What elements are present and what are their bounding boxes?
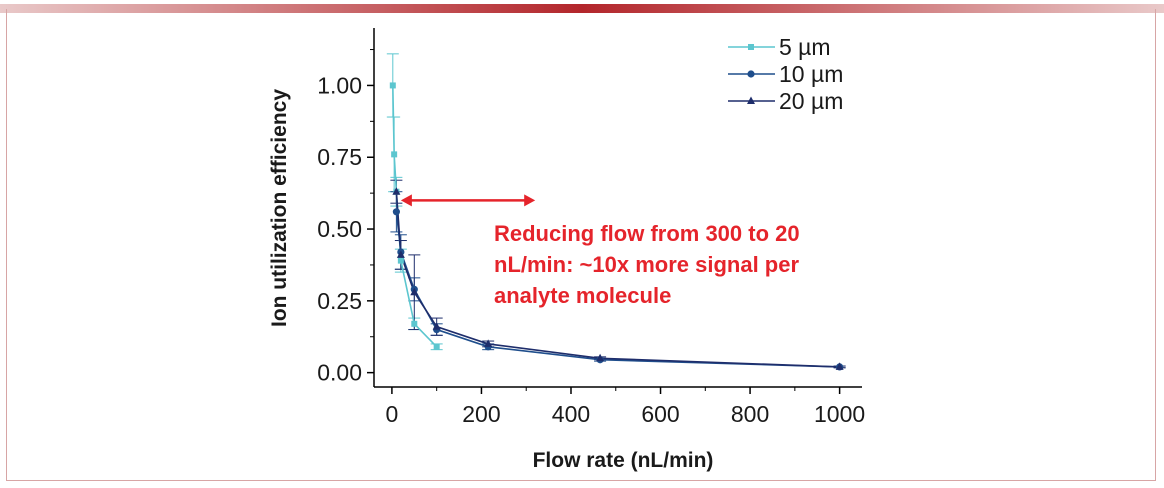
- data-point: [835, 362, 844, 370]
- legend-marker: [747, 70, 755, 78]
- x-tick-label: 200: [462, 401, 500, 427]
- legend-marker: [747, 96, 755, 104]
- error-bars: [386, 53, 846, 369]
- data-point: [396, 250, 405, 258]
- data-point: [596, 353, 605, 362]
- x-tick-label: 1000: [814, 401, 865, 427]
- y-tick-label: 1.00: [317, 72, 362, 98]
- legend-label: 5 µm: [779, 34, 831, 60]
- arrow-right-head: [524, 194, 536, 207]
- data-point: [391, 151, 398, 158]
- legend-marker: [748, 44, 754, 50]
- data-point: [392, 187, 401, 195]
- ticks: 0 200 400 600 800 1000 0.00 0.25 0.50 0.75 1.00: [317, 49, 865, 427]
- legend-label: 20 µm: [779, 88, 843, 114]
- annotation: Reducing flow from 300 to 20 nL/min: ~10x…: [400, 194, 800, 308]
- annotation-text-line: Reducing flow from 300 to 20: [494, 221, 800, 246]
- legend-label: 10 µm: [779, 61, 843, 87]
- y-tick-label: 0.50: [317, 216, 362, 242]
- y-tick-label: 0.00: [317, 360, 362, 386]
- data-point: [432, 322, 441, 330]
- data-point: [392, 208, 400, 216]
- y-tick-label: 0.75: [317, 144, 362, 170]
- data-point: [389, 82, 396, 89]
- x-tick-label: 0: [386, 401, 399, 427]
- axes: [373, 28, 862, 388]
- x-tick-label: 600: [641, 401, 679, 427]
- series-line: [395, 191, 840, 368]
- figure-frame: [6, 9, 1156, 481]
- x-tick-label: 400: [552, 401, 590, 427]
- x-axis-label: Flow rate (nL/min): [533, 449, 714, 472]
- data-point: [397, 257, 404, 264]
- y-axis-label: Ion utilization efficiency: [268, 89, 291, 327]
- data-point: [411, 320, 418, 327]
- annotation-text-line: analyte molecule: [494, 283, 671, 308]
- y-tick-label: 0.25: [317, 288, 362, 314]
- top-accent-bar: [0, 0, 1164, 13]
- data-point: [410, 287, 419, 296]
- data-point: [433, 343, 440, 350]
- annotation-text-line: nL/min: ~10x more signal per: [494, 252, 799, 277]
- x-tick-label: 800: [731, 401, 769, 427]
- data-point: [484, 339, 493, 347]
- series-markers: [389, 82, 844, 371]
- arrow-left-head: [400, 194, 412, 207]
